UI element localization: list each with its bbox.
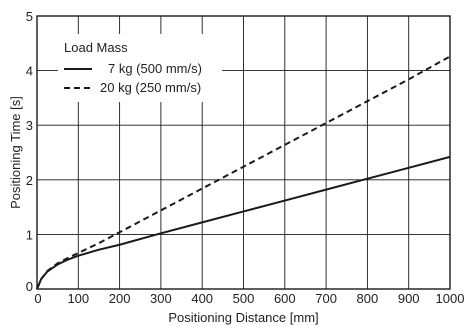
x-tick-label: 0 [34, 291, 41, 306]
y-tick-label: 5 [26, 9, 33, 24]
y-tick-label: 0 [26, 279, 33, 294]
legend-label-2: 20 kg (250 mm/s) [100, 80, 201, 95]
y-tick-label: 3 [26, 118, 33, 133]
x-axis-label: Positioning Distance [mm] [168, 310, 318, 325]
x-tick-labels: 0 100 200 300 400 500 600 700 800 900 1000 [34, 291, 464, 306]
plot-frame [36, 15, 451, 290]
x-tick-label: 300 [150, 291, 172, 306]
x-tick-label: 100 [67, 291, 89, 306]
x-tick-label: 500 [233, 291, 255, 306]
x-tick-label: 1000 [436, 291, 465, 306]
x-tick-label: 900 [398, 291, 420, 306]
legend: 7 kg (500 mm/s) 20 kg (250 mm/s) [64, 61, 202, 95]
series-line-1 [36, 155, 451, 290]
x-tick-label: 400 [191, 291, 213, 306]
series-line-2 [36, 55, 451, 290]
y-tick-labels: 1 2 3 4 5 0 [26, 9, 33, 294]
y-tick-label: 2 [26, 173, 33, 188]
y-axis-label: Positioning Time [s] [8, 96, 23, 209]
y-tick-label: 1 [26, 227, 33, 242]
x-tick-label: 600 [274, 291, 296, 306]
x-tick-label: 700 [315, 291, 337, 306]
series-layer [36, 55, 451, 290]
legend-label-1: 7 kg (500 mm/s) [108, 61, 202, 76]
x-tick-label: 800 [357, 291, 379, 306]
x-tick-label: 200 [109, 291, 131, 306]
y-tick-label: 4 [26, 64, 33, 79]
legend-title: Load Mass [64, 40, 128, 55]
